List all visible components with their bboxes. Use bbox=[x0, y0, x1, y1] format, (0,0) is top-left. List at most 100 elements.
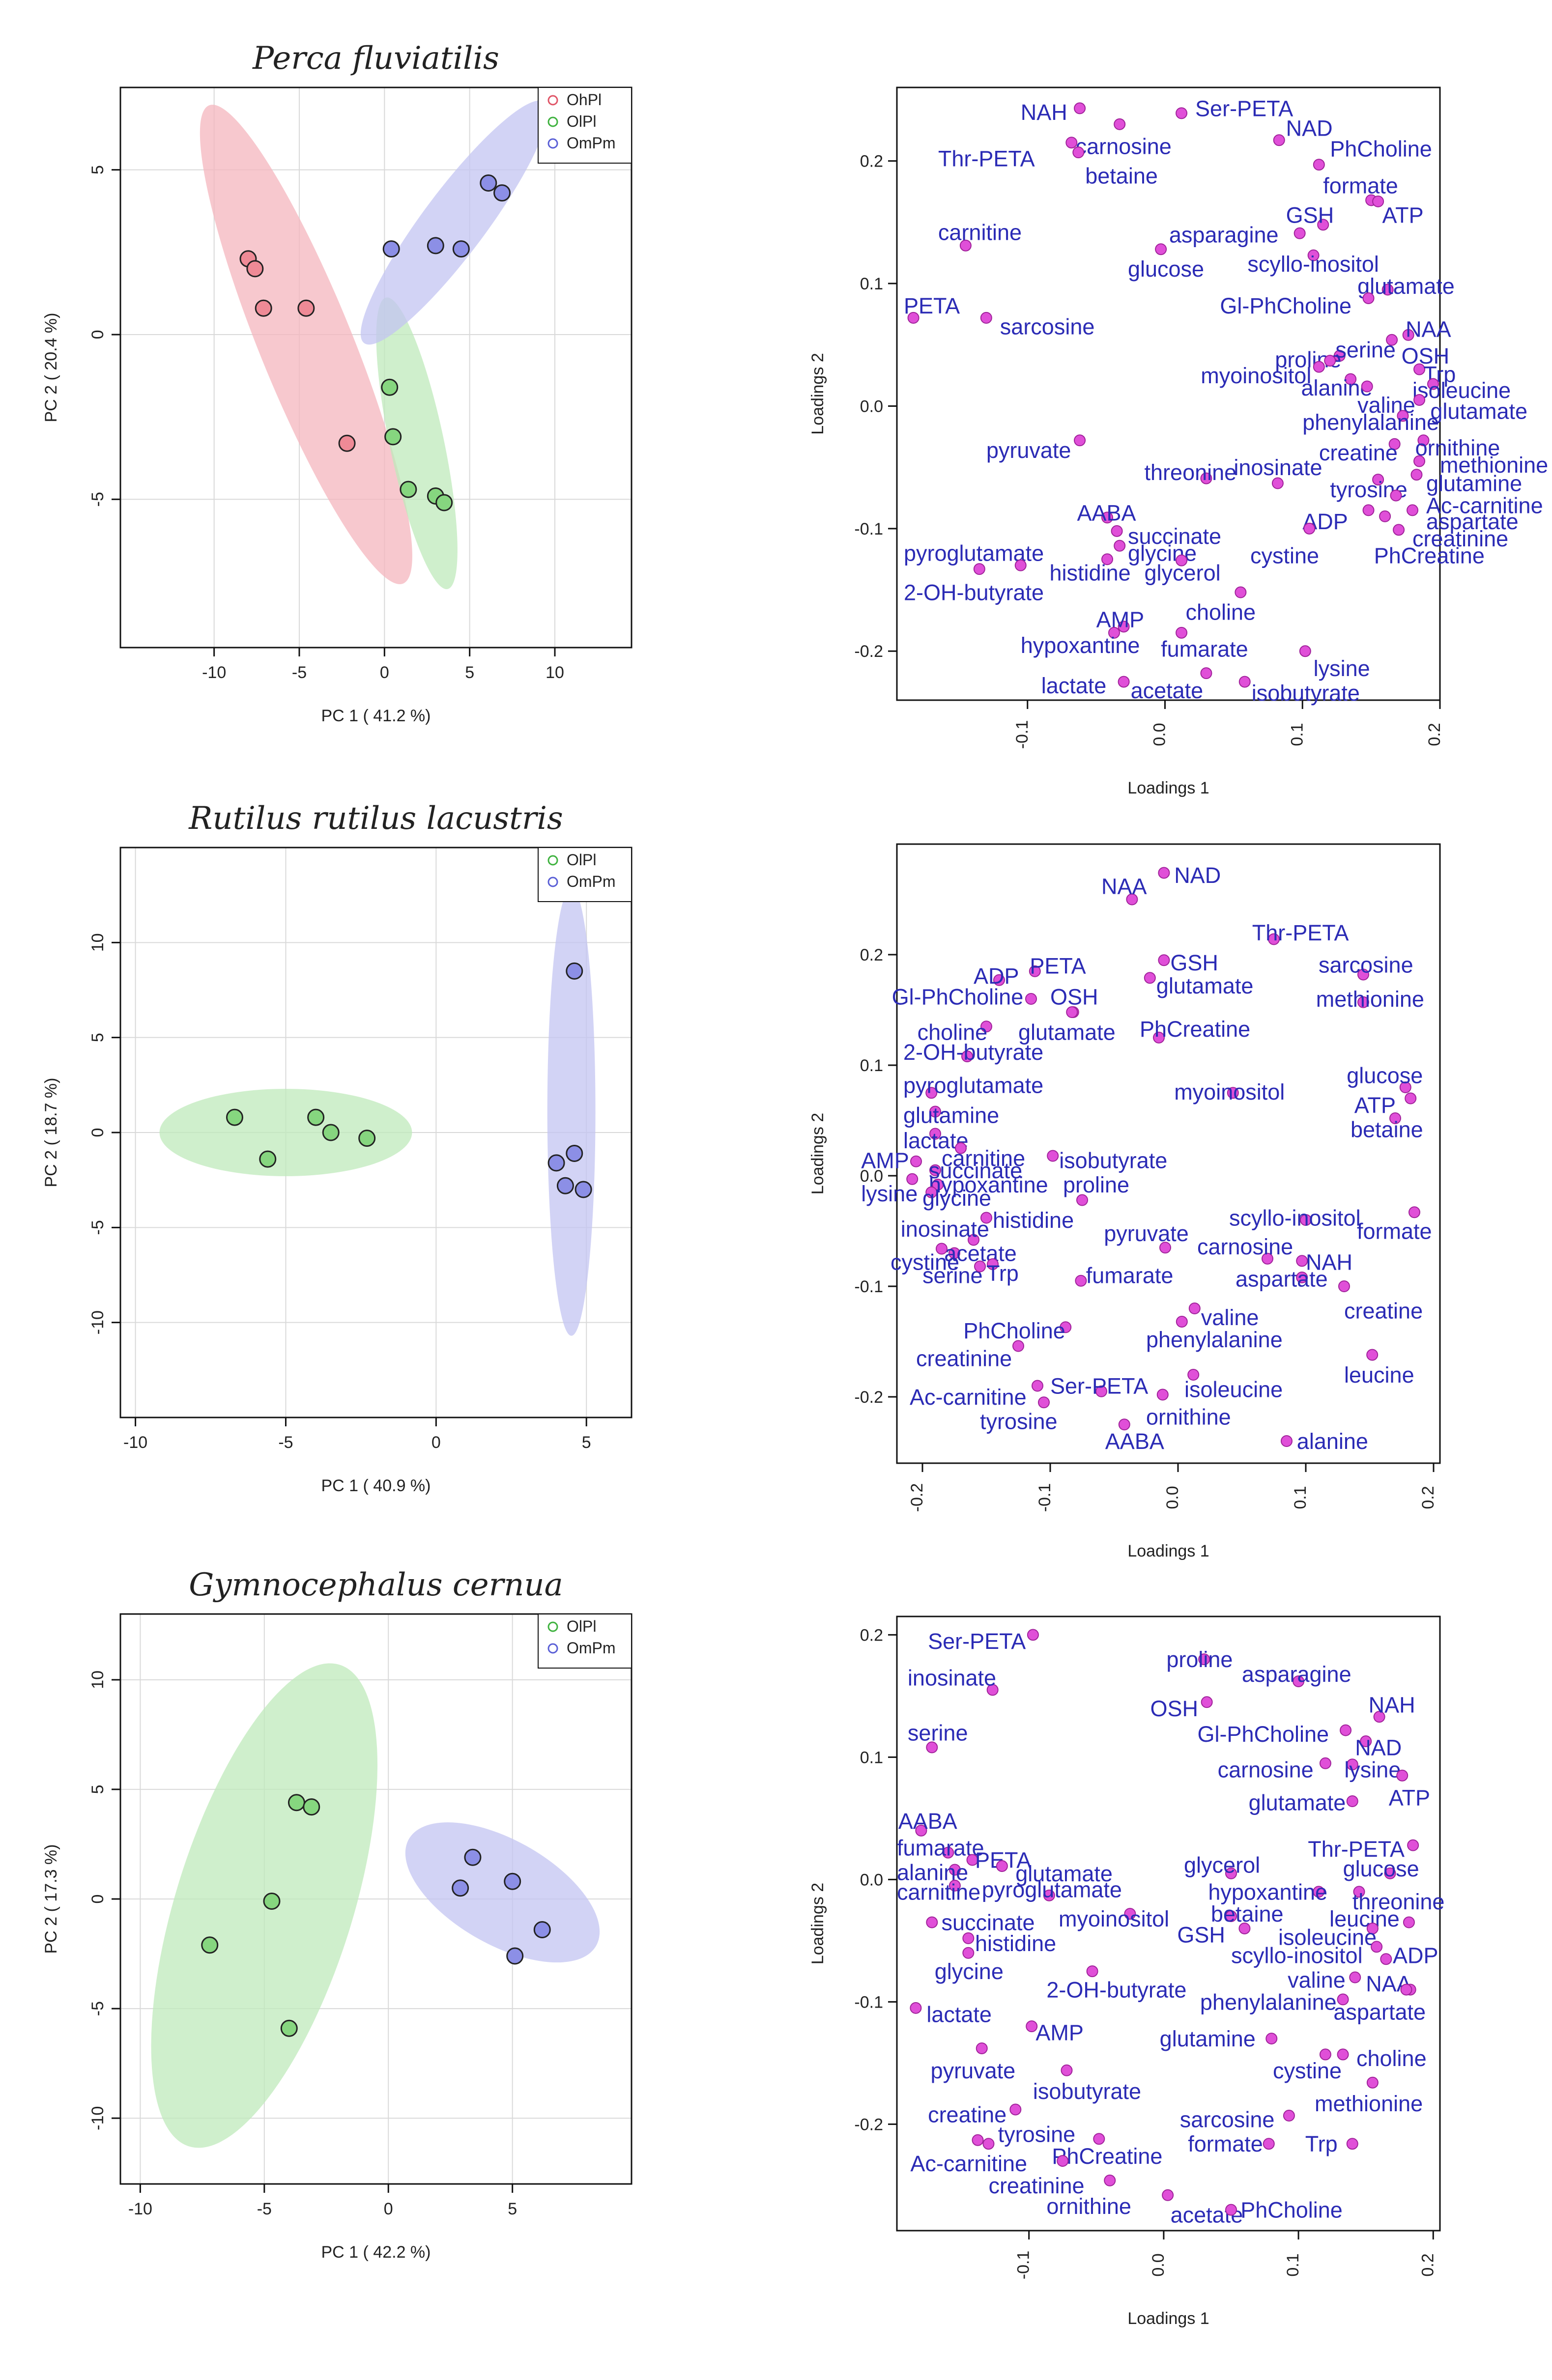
x-tick-label: -0.1 bbox=[1035, 1483, 1054, 1512]
loading-label-phenylalanine: phenylalanine bbox=[1200, 1989, 1337, 2014]
loading-point-glutamate bbox=[1066, 1006, 1078, 1018]
loading-label-creatinine: creatinine bbox=[916, 1346, 1012, 1371]
loading-point-formate bbox=[1263, 2138, 1275, 2150]
score-point-olpl bbox=[384, 428, 402, 446]
loading-point-2-oh-butyrate bbox=[1014, 559, 1027, 571]
loading-label-atp: ATP bbox=[1389, 1785, 1430, 1811]
x-tick-label: -0.1 bbox=[1014, 2251, 1033, 2280]
ellipse-shape bbox=[360, 100, 548, 345]
x-tick-label: 0 bbox=[431, 1433, 441, 1452]
loading-point-myoinositol bbox=[1124, 1908, 1136, 1920]
loading-point-glucose bbox=[1384, 1867, 1396, 1879]
loading-point-betaine bbox=[1225, 1910, 1237, 1923]
loading-label-betaine: betaine bbox=[1351, 1117, 1423, 1142]
loading-point-hypoxantine bbox=[1108, 626, 1120, 639]
loading-point-myoinositol bbox=[1227, 1087, 1239, 1099]
loading-point-phcholine bbox=[1060, 1321, 1072, 1333]
loading-point-alanine bbox=[1345, 373, 1357, 385]
y-tick-label: -5 bbox=[88, 2001, 107, 2016]
loading-label-glycerol: glycerol bbox=[1184, 1852, 1260, 1877]
loading-label-peta: PETA bbox=[904, 293, 960, 318]
confidence-ellipse-olpl bbox=[151, 1663, 378, 2148]
loading-label-hypoxantine: hypoxantine bbox=[929, 1172, 1048, 1197]
x-tick-label: -0.2 bbox=[908, 1483, 926, 1512]
loading-label-succinate: succinate bbox=[941, 1910, 1035, 1935]
x-tick-label: 0.1 bbox=[1291, 1486, 1310, 1509]
ellipse-shape bbox=[547, 887, 596, 1336]
loading-point-adp bbox=[993, 974, 1005, 986]
x-axis-label: Loadings 1 bbox=[1127, 1542, 1209, 1560]
loading-label-scyllo-inositol: scyllo-inositol bbox=[1247, 252, 1379, 277]
loading-label-phcreatine: PhCreatine bbox=[1140, 1017, 1250, 1042]
loading-label-choline: choline bbox=[1356, 2046, 1427, 2071]
loading-point-glycine bbox=[962, 1947, 975, 1959]
loading-label-nad: NAD bbox=[1174, 863, 1221, 888]
loading-label-carnosine: carnosine bbox=[1218, 1757, 1314, 1782]
x-tick-label: 0.1 bbox=[1284, 2253, 1302, 2276]
loading-point-atp bbox=[1405, 1092, 1417, 1105]
score-point-olpl bbox=[263, 1892, 281, 1910]
loading-point-aspartate bbox=[1400, 1983, 1412, 1996]
loading-point-pyroglutamate bbox=[1043, 1889, 1055, 1901]
loading-label-serine: serine bbox=[922, 1263, 983, 1288]
y-tick-label: -0.2 bbox=[854, 2115, 883, 2134]
loading-point-sarcosine bbox=[1283, 2109, 1295, 2122]
loading-point-peta bbox=[1029, 965, 1041, 977]
loading-point-isobutyrate bbox=[1047, 1150, 1059, 1162]
loading-label-nah: NAH bbox=[1021, 100, 1067, 125]
loading-point-succinate bbox=[929, 1164, 941, 1176]
y-tick-label: 0.1 bbox=[860, 1748, 883, 1767]
loading-label-osh: OSH bbox=[1050, 985, 1098, 1010]
y-tick-label: -0.1 bbox=[854, 1277, 883, 1296]
loading-point-tyrosine bbox=[1038, 1396, 1050, 1409]
loading-label-ser-peta: Ser-PETA bbox=[1195, 96, 1293, 121]
loading-label-aspartate: aspartate bbox=[1236, 1266, 1328, 1291]
score-point-olpl bbox=[322, 1124, 340, 1141]
loading-point-formate bbox=[1408, 1206, 1420, 1218]
loading-label-glycine: glycine bbox=[922, 1186, 991, 1211]
loading-label-valine: valine bbox=[1288, 1968, 1346, 1993]
loading-label-ornithine: ornithine bbox=[1046, 2194, 1131, 2219]
loading-point-methionine bbox=[1366, 2076, 1379, 2089]
loading-point-2-oh-butyrate bbox=[961, 1050, 973, 1062]
loading-label-glutamate: glutamate bbox=[1249, 1790, 1346, 1815]
loading-label-amp: AMP bbox=[861, 1148, 909, 1173]
loading-point-adp bbox=[1380, 1953, 1392, 1965]
y-tick-label: 0 bbox=[88, 1895, 107, 1904]
loading-label-proline: proline bbox=[1063, 1172, 1129, 1197]
loading-label-2-oh-butyrate: 2-OH-butyrate bbox=[904, 580, 1044, 605]
score-point-olpl bbox=[381, 378, 399, 396]
y-tick-label: 0.2 bbox=[860, 1626, 883, 1644]
chart-title: Rutilus rutilus lacustris bbox=[188, 800, 563, 837]
loading-label-pyruvate: pyruvate bbox=[1104, 1221, 1189, 1246]
confidence-ellipse-ompm bbox=[360, 100, 548, 345]
loading-point-succinate bbox=[926, 1916, 938, 1928]
loading-point-glutamate bbox=[1413, 394, 1426, 406]
y-tick-label: 0.1 bbox=[860, 275, 883, 293]
legend-label-ompm: OmPm bbox=[567, 1639, 616, 1657]
loading-point-glutamate bbox=[1346, 1795, 1358, 1807]
loading-point-histidine bbox=[962, 1932, 975, 1944]
loading-point-carnosine bbox=[1262, 1252, 1273, 1265]
x-axis-label: PC 1 ( 41.2 %) bbox=[321, 707, 431, 725]
x-tick-label: -5 bbox=[292, 663, 307, 682]
loading-point-betaine bbox=[1389, 1112, 1401, 1124]
loading-point-creatine bbox=[1388, 438, 1401, 450]
score-point-olpl bbox=[259, 1150, 277, 1168]
loading-point-scyllo-inositol bbox=[1371, 1941, 1383, 1953]
loading-label-lysine: lysine bbox=[1314, 656, 1370, 681]
loading-label-phcholine: PhCholine bbox=[1240, 2198, 1343, 2223]
loading-label-atp: ATP bbox=[1354, 1093, 1396, 1118]
loading-point-trp bbox=[1413, 363, 1426, 375]
loading-point-choline bbox=[980, 1020, 992, 1033]
x-tick-label: 0.0 bbox=[1163, 1486, 1182, 1509]
loading-point-nad bbox=[1158, 867, 1170, 879]
loading-point-nah bbox=[1373, 1711, 1385, 1723]
loading-label-choline: choline bbox=[1185, 599, 1256, 624]
confidence-ellipse-olpl bbox=[159, 1089, 412, 1176]
loading-point-lactate bbox=[929, 1128, 941, 1140]
loading-point-fumarate bbox=[1176, 626, 1188, 639]
loading-point-carnosine bbox=[1319, 1757, 1331, 1769]
loading-label-myoinositol: myoinositol bbox=[1174, 1079, 1285, 1105]
loading-label-proline: proline bbox=[1166, 1647, 1233, 1672]
